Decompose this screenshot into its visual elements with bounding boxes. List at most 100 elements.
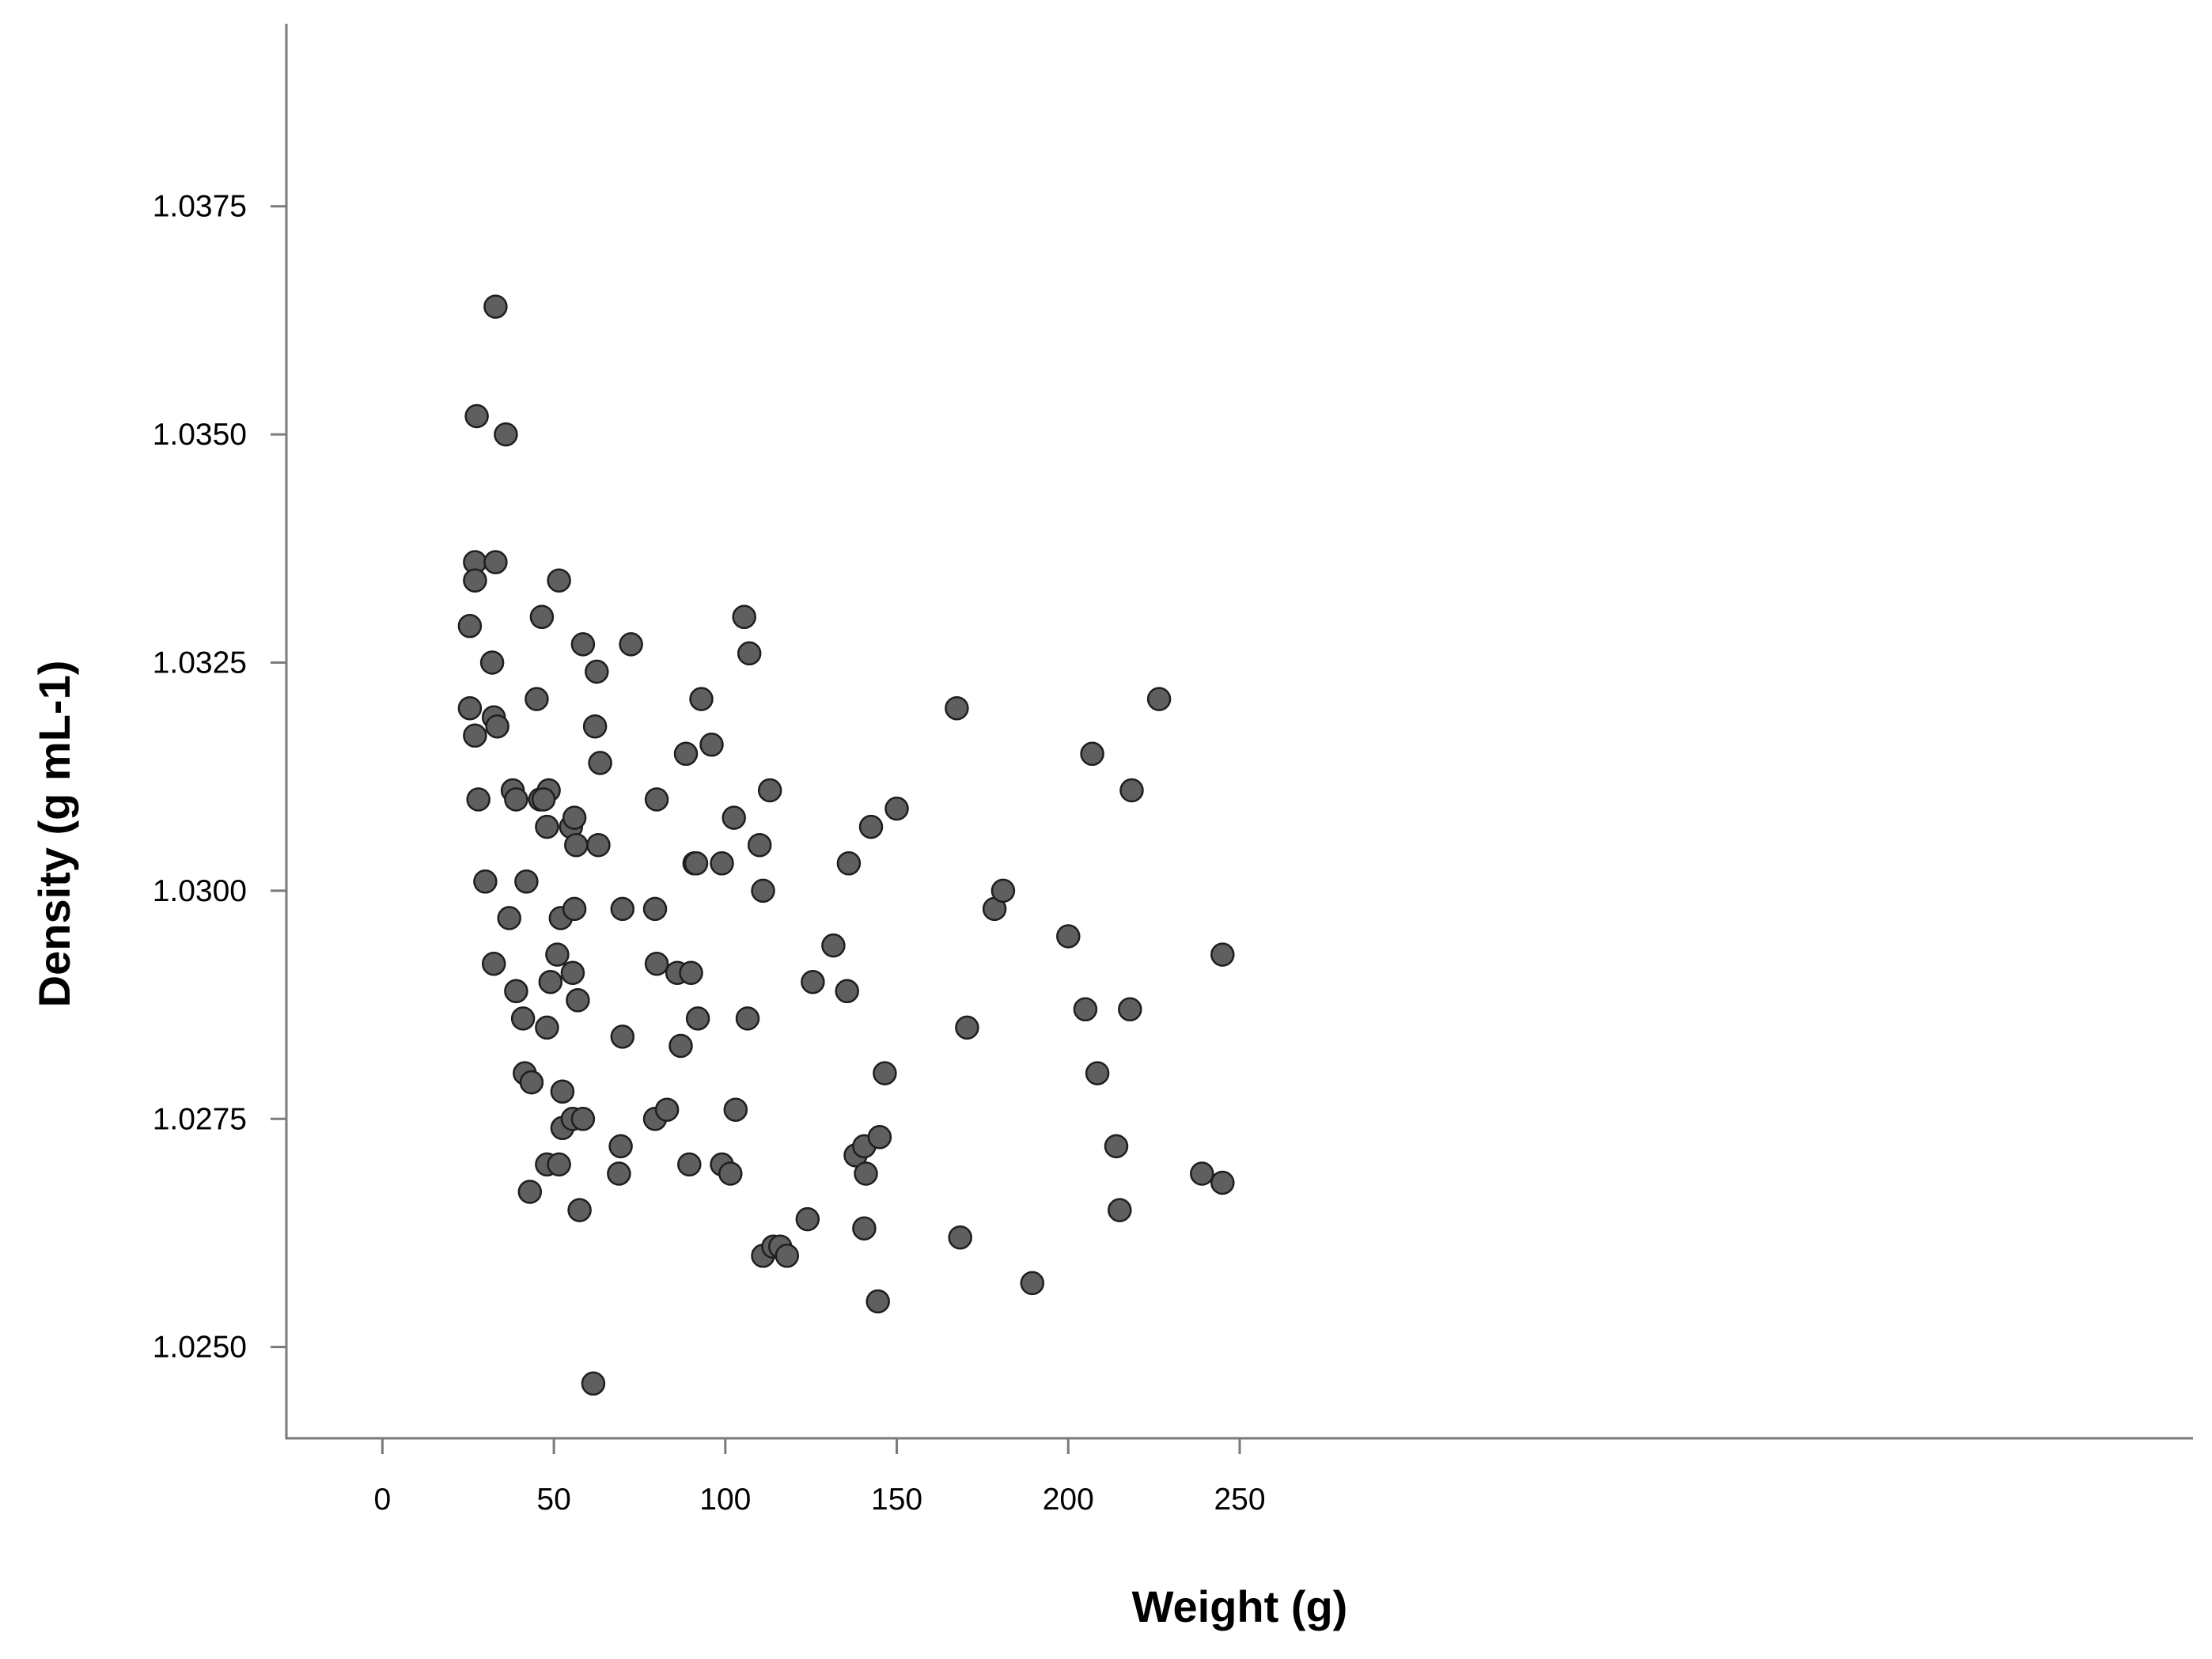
data-points xyxy=(457,294,1235,1396)
data-point xyxy=(564,832,589,858)
data-point xyxy=(1118,997,1142,1022)
y-tick-label: 1.0350 xyxy=(153,418,247,452)
y-tick-label: 1.0275 xyxy=(153,1102,247,1136)
data-point xyxy=(757,778,782,803)
data-point xyxy=(865,1289,890,1314)
data-point xyxy=(547,568,571,593)
x-tick-label: 100 xyxy=(699,1483,751,1517)
data-point xyxy=(607,1161,631,1186)
data-point xyxy=(545,942,570,967)
data-point xyxy=(735,1006,760,1031)
data-point xyxy=(1210,942,1235,967)
data-point xyxy=(867,1125,892,1150)
data-point xyxy=(560,960,585,985)
data-point xyxy=(481,951,506,976)
data-point xyxy=(684,851,709,876)
data-point xyxy=(642,896,668,922)
data-point xyxy=(483,550,508,574)
data-point xyxy=(562,805,587,830)
data-point xyxy=(494,422,518,447)
data-point xyxy=(710,851,734,876)
data-point xyxy=(567,1198,592,1222)
data-point xyxy=(585,659,609,684)
data-point xyxy=(497,906,521,930)
data-point xyxy=(463,723,487,748)
data-point xyxy=(485,714,509,739)
data-point xyxy=(463,568,487,593)
data-point xyxy=(529,604,555,630)
data-point xyxy=(1073,997,1098,1022)
data-point xyxy=(873,1061,897,1085)
data-point xyxy=(945,695,969,721)
data-point xyxy=(852,1216,877,1240)
data-point xyxy=(775,1244,800,1268)
data-point xyxy=(654,1097,680,1122)
data-point xyxy=(479,650,505,675)
data-point xyxy=(854,1161,878,1186)
data-point xyxy=(464,403,489,429)
data-point xyxy=(955,1015,979,1040)
data-point xyxy=(588,751,612,775)
data-point xyxy=(679,960,703,985)
x-tick-label: 250 xyxy=(1214,1483,1265,1517)
data-point xyxy=(990,878,1016,903)
data-point xyxy=(836,851,862,876)
x-tick-label: 200 xyxy=(1043,1483,1094,1517)
data-point xyxy=(718,1161,743,1186)
data-point xyxy=(504,979,528,1004)
data-point xyxy=(517,1180,543,1204)
data-point xyxy=(644,787,669,812)
data-point xyxy=(948,1225,972,1250)
data-point xyxy=(1056,924,1081,949)
chart-frame xyxy=(285,24,2193,1440)
data-point xyxy=(473,869,498,894)
data-point xyxy=(457,695,483,721)
data-point xyxy=(673,741,699,767)
data-point xyxy=(504,787,528,812)
data-point xyxy=(547,1152,571,1177)
data-point xyxy=(1085,1061,1110,1085)
data-point xyxy=(795,1206,820,1232)
x-tick-label: 0 xyxy=(374,1483,392,1517)
data-point xyxy=(538,969,563,994)
y-tick-label: 1.0300 xyxy=(153,874,247,908)
data-point xyxy=(610,1025,635,1049)
data-point xyxy=(1104,1134,1129,1159)
data-point xyxy=(535,1015,559,1040)
data-point xyxy=(835,979,859,1004)
data-point xyxy=(610,896,635,922)
y-axis-ticks: 1.0250 1.0275 1.0300 1.0325 1.0350 1.0375 xyxy=(153,190,286,1365)
data-point xyxy=(821,933,846,958)
data-point xyxy=(858,814,884,839)
data-point xyxy=(525,687,549,711)
data-point xyxy=(1146,687,1172,711)
data-point xyxy=(566,988,590,1013)
data-point xyxy=(751,878,775,903)
x-axis-title: Weight (g) xyxy=(1132,1581,1348,1631)
data-point xyxy=(608,1134,633,1159)
x-tick-label: 150 xyxy=(871,1483,922,1517)
data-point xyxy=(519,1070,544,1095)
data-point xyxy=(669,1033,693,1059)
x-axis-ticks: 0 50 100 150 200 250 xyxy=(374,1438,1266,1517)
data-point xyxy=(1020,1271,1045,1296)
data-point xyxy=(644,951,669,976)
y-tick-label: 1.0375 xyxy=(153,190,247,224)
data-point xyxy=(483,294,508,319)
data-point xyxy=(570,1107,596,1131)
data-point xyxy=(1108,1198,1132,1222)
data-point xyxy=(689,687,714,711)
y-tick-label: 1.0250 xyxy=(153,1331,247,1365)
data-point xyxy=(562,896,587,922)
data-point xyxy=(466,787,491,812)
data-point xyxy=(586,832,611,858)
data-point xyxy=(510,1006,536,1031)
data-point xyxy=(457,614,483,638)
data-point xyxy=(535,814,559,839)
data-point xyxy=(514,869,539,894)
data-point xyxy=(550,1079,575,1104)
data-point xyxy=(531,787,556,812)
data-point xyxy=(737,641,762,666)
